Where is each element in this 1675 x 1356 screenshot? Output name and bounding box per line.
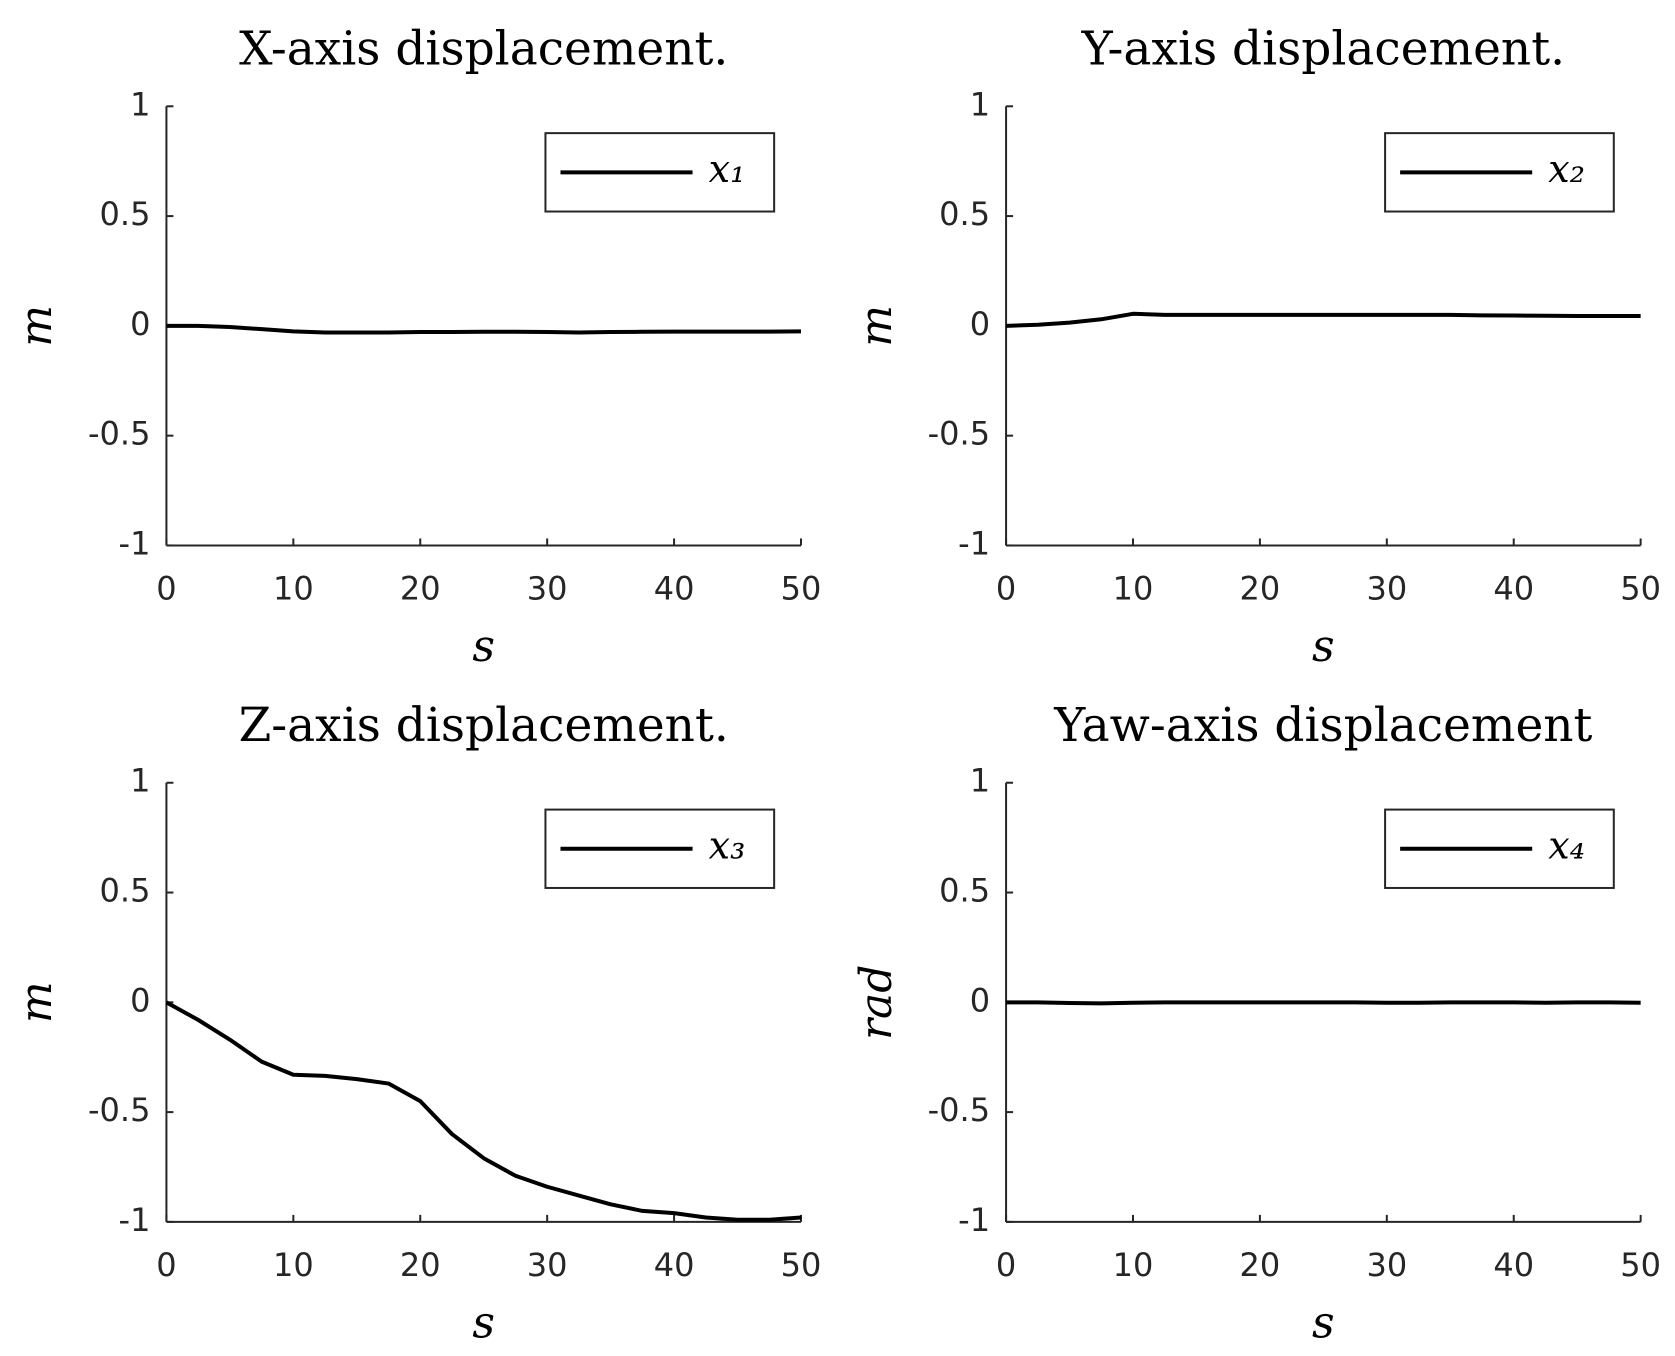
- subplot: Y-axis displacement.sm-1-0.500.510 10 20 30…: [851, 22, 1661, 672]
- x-tick-label: 10: [273, 1246, 314, 1284]
- x-tick-label: 40: [1493, 1246, 1534, 1284]
- x-tick-label: 10: [1113, 1246, 1154, 1284]
- y-tick-label: 1: [130, 85, 150, 123]
- y-axis-label: m: [11, 981, 62, 1023]
- subplot-title: X-axis displacement.: [239, 22, 728, 77]
- x-tick-label: 30: [1366, 1246, 1407, 1284]
- subplot-title: Yaw-axis displacement: [1053, 698, 1592, 753]
- x-axis-label: s: [472, 1298, 495, 1349]
- x-tick-label: 40: [654, 570, 695, 608]
- x-tick-label: 0: [996, 570, 1016, 608]
- x-tick-label: 50: [781, 570, 822, 608]
- y-tick-label: 0.5: [939, 195, 990, 233]
- y-tick-label: -1: [119, 524, 151, 562]
- x-tick-label: 0: [996, 1246, 1016, 1284]
- legend-label: x₂: [1548, 147, 1585, 191]
- y-tick-label: 0: [130, 981, 150, 1019]
- x-tick-label: 20: [400, 1246, 441, 1284]
- x-tick-label: 40: [1493, 570, 1534, 608]
- y-tick-label: 0.5: [100, 195, 151, 233]
- y-axis-label: m: [851, 305, 902, 347]
- x-tick-label: 30: [527, 1246, 568, 1284]
- x-tick-label: 0: [156, 570, 176, 608]
- subplot: Z-axis displacement.sm-1-0.500.510 10 20 30…: [11, 698, 821, 1348]
- x-tick-label: 30: [1366, 570, 1407, 608]
- y-tick-label: -1: [119, 1201, 151, 1239]
- x-tick-label: 50: [1620, 1246, 1661, 1284]
- legend-label: x₁: [709, 147, 746, 191]
- y-tick-label: -0.5: [928, 415, 990, 453]
- x-axis-label: s: [1312, 621, 1335, 672]
- y-tick-label: 0: [970, 981, 990, 1019]
- x-axis-label: s: [472, 621, 495, 672]
- y-tick-label: -0.5: [88, 1091, 150, 1129]
- y-tick-label: 0.5: [100, 872, 151, 910]
- x-tick-label: 40: [654, 1246, 695, 1284]
- subplot: X-axis displacement.sm-1-0.500.510 10 20 30…: [11, 22, 821, 672]
- y-tick-label: -0.5: [88, 415, 150, 453]
- y-tick-label: 0.5: [939, 872, 990, 910]
- data-line: [1006, 1000, 1641, 1006]
- x-tick-label: 30: [527, 570, 568, 608]
- y-tick-label: 1: [970, 85, 990, 123]
- x-tick-label: 10: [1113, 570, 1154, 608]
- legend-label: x₄: [1548, 823, 1585, 867]
- x-tick-label: 10: [273, 570, 314, 608]
- x-tick-label: 50: [781, 1246, 822, 1284]
- data-line: [166, 323, 802, 335]
- y-tick-label: -1: [958, 1201, 990, 1239]
- x-tick-label: 20: [1240, 570, 1281, 608]
- y-axis-label: m: [11, 305, 62, 347]
- x-axis-label: s: [1312, 1298, 1335, 1349]
- subplot-title: Z-axis displacement.: [239, 698, 729, 753]
- legend-label: x₃: [709, 823, 746, 867]
- y-tick-label: 1: [970, 762, 990, 800]
- x-tick-label: 20: [400, 570, 441, 608]
- y-tick-label: -0.5: [928, 1091, 990, 1129]
- subplot-title: Y-axis displacement.: [1081, 22, 1565, 77]
- x-tick-label: 0: [156, 1246, 176, 1284]
- y-tick-label: 0: [130, 305, 150, 343]
- x-tick-label: 20: [1240, 1246, 1281, 1284]
- y-tick-label: 0: [970, 305, 990, 343]
- y-tick-label: 1: [130, 762, 150, 800]
- data-line: [1006, 311, 1641, 328]
- x-tick-label: 50: [1620, 570, 1661, 608]
- data-line: [165, 1000, 802, 1222]
- y-axis-label: rad: [851, 965, 902, 1040]
- y-tick-label: -1: [958, 524, 990, 562]
